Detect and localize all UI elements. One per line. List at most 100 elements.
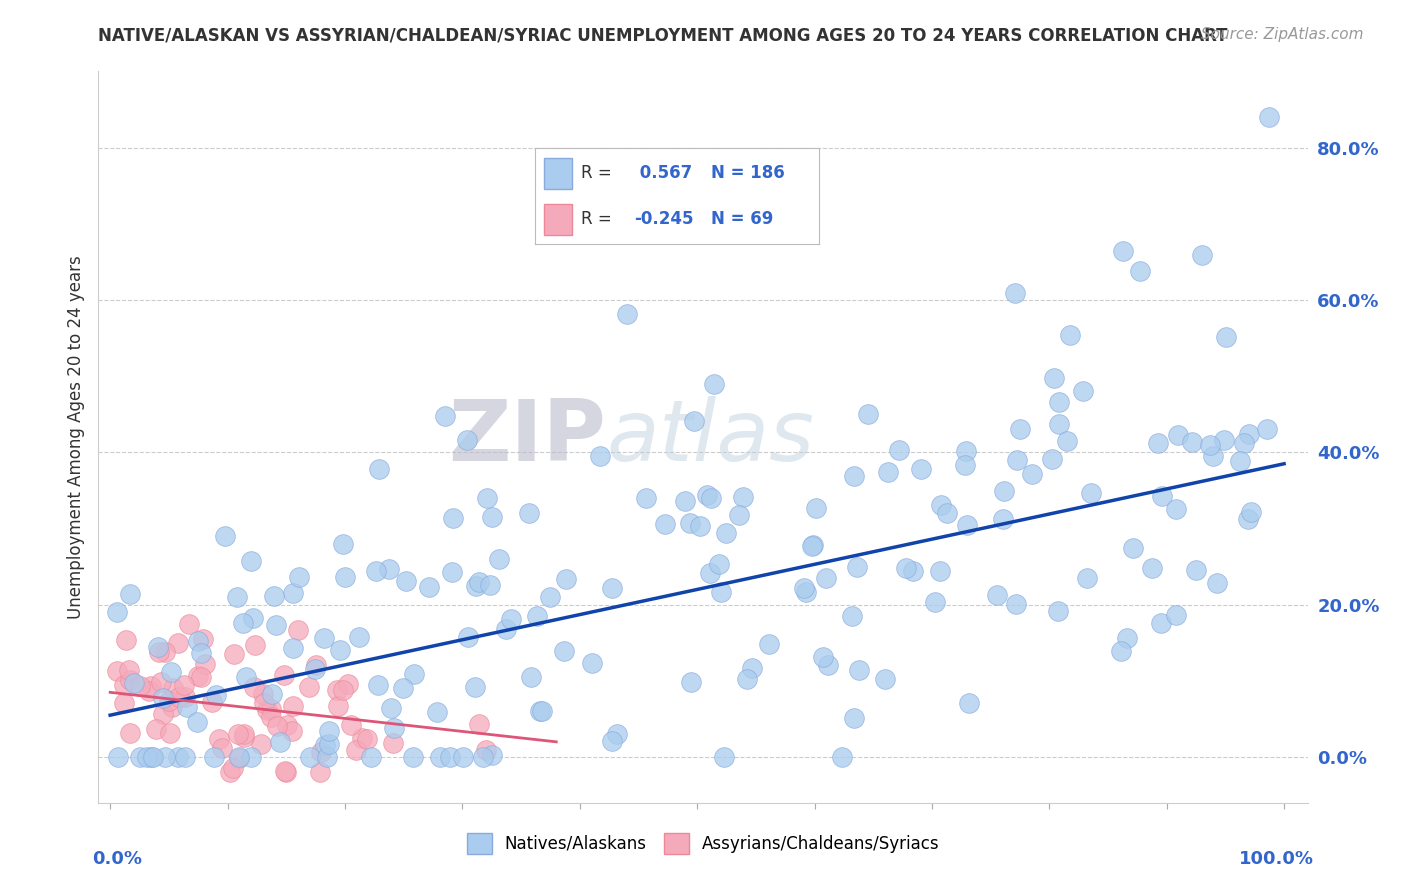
Point <box>1059 328 1081 343</box>
Point <box>148 645 170 659</box>
Point <box>475 491 498 506</box>
Point <box>360 750 382 764</box>
Point <box>309 765 332 780</box>
Point <box>226 727 249 741</box>
Point <box>689 519 711 533</box>
Point <box>264 617 287 632</box>
Point <box>699 566 721 580</box>
Point <box>380 700 402 714</box>
Point <box>894 561 917 575</box>
Point <box>228 751 250 765</box>
Point <box>309 745 332 759</box>
Point <box>118 673 141 688</box>
Point <box>382 736 405 750</box>
Point <box>329 642 352 657</box>
Point <box>616 307 638 321</box>
Point <box>298 680 321 694</box>
Point <box>344 743 367 757</box>
Point <box>274 764 297 778</box>
Point <box>529 704 551 718</box>
Point <box>654 516 676 531</box>
Point <box>333 570 356 584</box>
Point <box>1005 453 1028 467</box>
Point <box>817 658 839 673</box>
Bar <box>544 158 572 188</box>
Point <box>474 743 496 757</box>
Point <box>453 750 475 764</box>
Point <box>1047 395 1070 409</box>
Point <box>157 694 180 708</box>
Point <box>1184 563 1206 577</box>
Point <box>129 750 152 764</box>
Point <box>1129 264 1152 278</box>
Point <box>283 698 305 713</box>
Point <box>801 538 824 552</box>
Point <box>190 670 212 684</box>
Point <box>955 444 977 458</box>
Point <box>1080 485 1102 500</box>
Point <box>910 461 932 475</box>
Point <box>136 750 159 764</box>
Point <box>152 706 174 721</box>
Point <box>138 683 160 698</box>
Point <box>326 683 349 698</box>
Point <box>105 605 128 619</box>
Point <box>673 494 696 508</box>
Point <box>703 376 725 391</box>
Point <box>924 595 946 609</box>
Point <box>1240 505 1263 519</box>
Point <box>418 580 440 594</box>
Point <box>478 577 501 591</box>
Point <box>177 616 200 631</box>
Point <box>1047 604 1070 618</box>
Point <box>312 631 335 645</box>
Point <box>187 634 209 648</box>
Point <box>856 407 879 421</box>
Point <box>696 488 718 502</box>
Point <box>464 681 486 695</box>
Point <box>139 750 162 764</box>
Point <box>488 551 510 566</box>
Point <box>356 731 378 746</box>
Point <box>269 734 291 748</box>
Text: R =: R = <box>581 211 617 228</box>
Point <box>167 690 190 704</box>
Point <box>1021 467 1043 481</box>
Text: Source: ZipAtlas.com: Source: ZipAtlas.com <box>1201 27 1364 42</box>
Point <box>710 585 733 599</box>
Point <box>139 679 162 693</box>
Point <box>793 581 815 595</box>
Point <box>352 731 374 745</box>
Point <box>714 525 737 540</box>
Point <box>256 703 278 717</box>
Point <box>1056 434 1078 448</box>
Point <box>1109 644 1132 658</box>
Point <box>709 557 731 571</box>
Point <box>606 726 628 740</box>
Point <box>176 700 198 714</box>
Point <box>1071 384 1094 399</box>
Point <box>889 443 911 458</box>
Text: 100.0%: 100.0% <box>1239 850 1313 868</box>
Point <box>166 636 188 650</box>
Point <box>1040 451 1063 466</box>
Point <box>538 590 561 604</box>
Point <box>1167 428 1189 442</box>
Point <box>683 414 706 428</box>
Text: ZIP: ZIP <box>449 395 606 479</box>
Point <box>456 433 478 447</box>
Text: -0.245: -0.245 <box>634 211 695 228</box>
Point <box>1215 329 1237 343</box>
Point <box>239 750 262 764</box>
Point <box>1166 502 1188 516</box>
Point <box>252 687 274 701</box>
Point <box>986 588 1008 602</box>
Point <box>1233 435 1256 450</box>
Text: 0.0%: 0.0% <box>93 850 142 868</box>
Point <box>517 506 540 520</box>
Point <box>146 640 169 654</box>
Point <box>214 528 236 542</box>
Point <box>318 724 340 739</box>
Point <box>1191 248 1213 262</box>
Point <box>391 681 413 696</box>
